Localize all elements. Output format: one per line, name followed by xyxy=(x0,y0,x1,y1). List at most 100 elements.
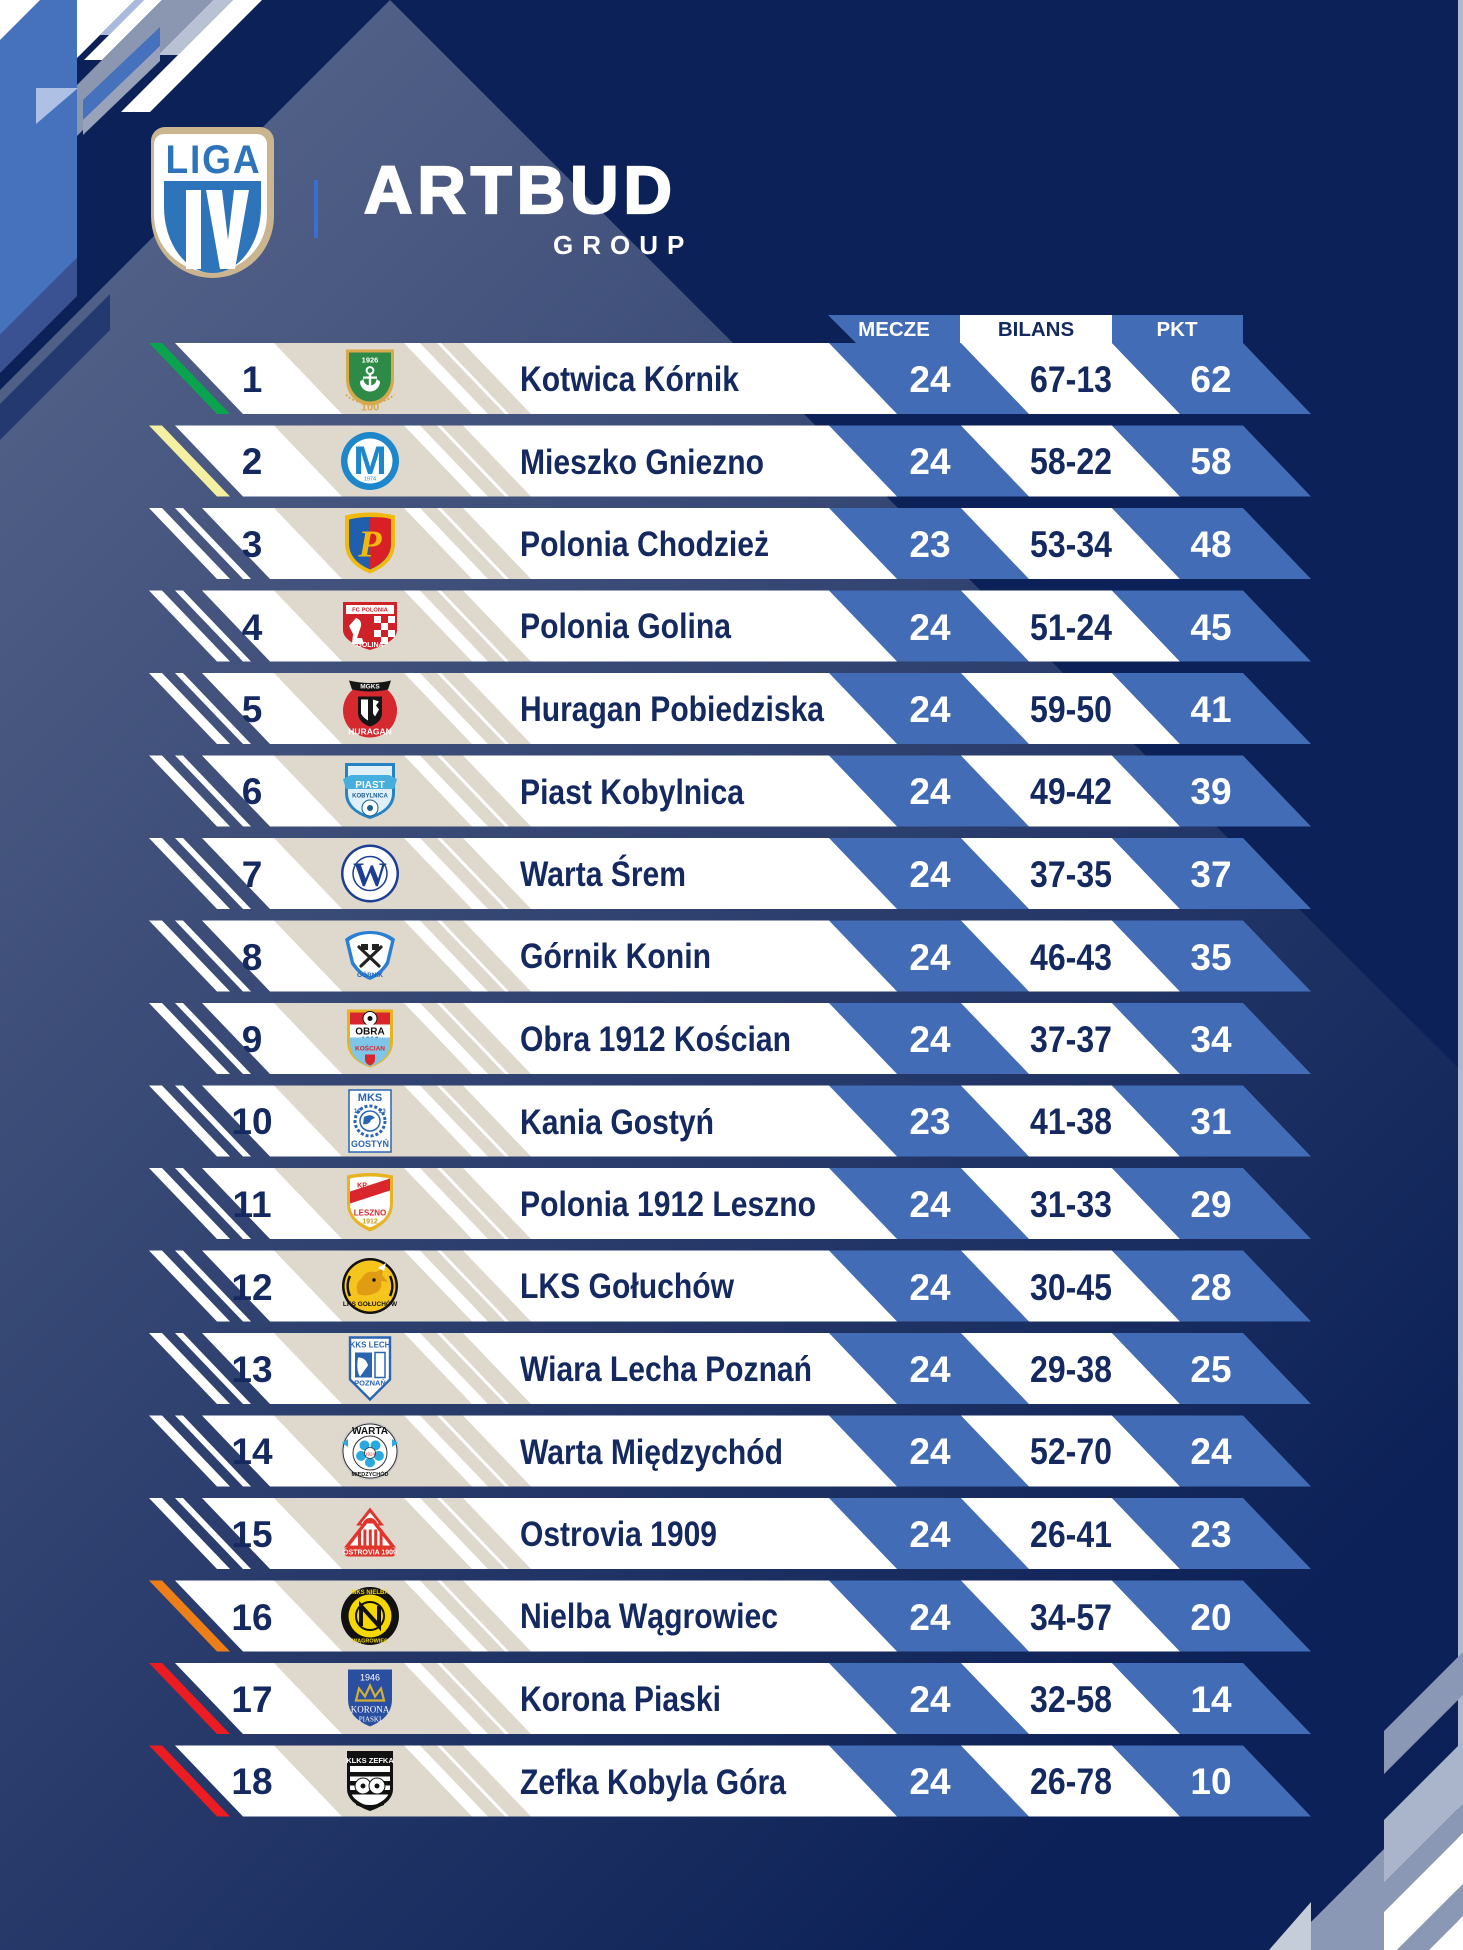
svg-text:WĄGROWIEC: WĄGROWIEC xyxy=(352,1639,388,1645)
svg-text:24: 24 xyxy=(909,359,951,400)
svg-text:BILANS: BILANS xyxy=(998,318,1074,341)
svg-text:25: 25 xyxy=(1190,1349,1231,1390)
svg-text:30-45: 30-45 xyxy=(1030,1267,1112,1308)
svg-text:Ostrovia 1909: Ostrovia 1909 xyxy=(520,1515,717,1554)
svg-text:23: 23 xyxy=(1190,1514,1231,1555)
svg-text:P: P xyxy=(357,524,382,566)
svg-text:PIAST: PIAST xyxy=(355,780,384,791)
svg-text:51-24: 51-24 xyxy=(1030,607,1112,648)
svg-text:35: 35 xyxy=(1190,937,1231,978)
svg-text:24: 24 xyxy=(909,607,951,648)
svg-text:Huragan Pobiedziska: Huragan Pobiedziska xyxy=(520,690,824,729)
svg-text:10: 10 xyxy=(1190,1761,1231,1802)
svg-text:52-70: 52-70 xyxy=(1030,1431,1112,1472)
svg-text:KORONA: KORONA xyxy=(351,1705,390,1715)
svg-text:41: 41 xyxy=(1190,689,1231,730)
svg-text:Nielba Wągrowiec: Nielba Wągrowiec xyxy=(520,1597,778,1636)
svg-text:3: 3 xyxy=(242,524,263,565)
svg-text:10: 10 xyxy=(231,1101,272,1142)
svg-text:1974: 1974 xyxy=(364,477,376,483)
svg-text:53-34: 53-34 xyxy=(1030,524,1112,565)
svg-text:1924: 1924 xyxy=(365,1452,376,1457)
svg-text:24: 24 xyxy=(909,771,951,812)
svg-text:24: 24 xyxy=(909,1019,951,1060)
svg-text:Obra 1912 Kościan: Obra 1912 Kościan xyxy=(520,1020,791,1059)
svg-text:OSTROVIA 1909: OSTROVIA 1909 xyxy=(343,1550,397,1557)
svg-text:59-50: 59-50 xyxy=(1030,689,1112,730)
svg-text:9: 9 xyxy=(242,1019,263,1060)
svg-text:17: 17 xyxy=(231,1679,272,1720)
svg-text:KOBYLNICA: KOBYLNICA xyxy=(352,794,388,800)
svg-text:Korona Piaski: Korona Piaski xyxy=(520,1680,721,1719)
svg-text:Warta Międzychód: Warta Międzychód xyxy=(520,1433,783,1472)
svg-text:KOŚCIAN: KOŚCIAN xyxy=(355,1044,385,1053)
svg-text:29-38: 29-38 xyxy=(1030,1349,1112,1390)
svg-text:29: 29 xyxy=(1190,1184,1231,1225)
svg-text:24: 24 xyxy=(909,1597,951,1638)
svg-text:26-78: 26-78 xyxy=(1030,1761,1112,1802)
svg-text:OBRA: OBRA xyxy=(355,1027,384,1038)
svg-text:Warta Śrem: Warta Śrem xyxy=(520,854,686,894)
svg-text:14: 14 xyxy=(231,1431,273,1472)
svg-text:24: 24 xyxy=(909,1761,951,1802)
svg-text:11: 11 xyxy=(232,1184,271,1225)
svg-text:8: 8 xyxy=(242,937,263,978)
svg-text:Polonia 1912 Leszno: Polonia 1912 Leszno xyxy=(520,1185,816,1224)
svg-text:67-13: 67-13 xyxy=(1030,359,1112,400)
svg-text:Zefka Kobyla Góra: Zefka Kobyla Góra xyxy=(520,1763,786,1802)
svg-text:Mieszko Gniezno: Mieszko Gniezno xyxy=(520,443,764,482)
svg-text:37-37: 37-37 xyxy=(1030,1019,1112,1060)
svg-text:24: 24 xyxy=(909,1349,951,1390)
svg-text:24: 24 xyxy=(909,1267,951,1308)
svg-text:24: 24 xyxy=(909,1431,951,1472)
svg-text:Piast Kobylnica: Piast Kobylnica xyxy=(520,773,744,812)
svg-text:LKS Gołuchów: LKS Gołuchów xyxy=(520,1267,735,1306)
svg-text:26-41: 26-41 xyxy=(1030,1514,1112,1555)
svg-text:Górnik Konin: Górnik Konin xyxy=(520,937,711,976)
svg-text:M: M xyxy=(353,439,386,483)
svg-text:23: 23 xyxy=(909,1101,950,1142)
svg-text:PKT: PKT xyxy=(1157,318,1198,341)
svg-text:Polonia Golina: Polonia Golina xyxy=(520,607,731,646)
svg-text:Polonia Chodzież: Polonia Chodzież xyxy=(520,525,769,564)
svg-text:34-57: 34-57 xyxy=(1030,1597,1112,1638)
svg-text:1926: 1926 xyxy=(362,356,379,365)
svg-text:POZNAŃ: POZNAŃ xyxy=(354,1379,386,1388)
svg-text:12: 12 xyxy=(231,1267,272,1308)
svg-text:48: 48 xyxy=(1190,524,1231,565)
svg-text:LIGA: LIGA xyxy=(166,138,262,182)
svg-text:KLKS ZEFKA: KLKS ZEFKA xyxy=(346,1756,394,1765)
svg-text:ARTBUD: ARTBUD xyxy=(364,153,677,228)
svg-text:MECZE: MECZE xyxy=(858,318,930,341)
svg-text:37-35: 37-35 xyxy=(1030,854,1112,895)
svg-text:Wiara Lecha Poznań: Wiara Lecha Poznań xyxy=(520,1350,812,1389)
svg-text:2: 2 xyxy=(242,441,263,482)
svg-text:GOSTYŃ: GOSTYŃ xyxy=(351,1139,389,1149)
svg-text:24: 24 xyxy=(909,1679,951,1720)
svg-text:Kotwica Kórnik: Kotwica Kórnik xyxy=(520,360,739,399)
svg-text:KKS LECH: KKS LECH xyxy=(350,1341,391,1350)
svg-text:1: 1 xyxy=(242,359,263,400)
svg-text:24: 24 xyxy=(909,1184,951,1225)
svg-text:23: 23 xyxy=(909,524,950,565)
svg-text:46-43: 46-43 xyxy=(1030,937,1112,978)
svg-text:19: 19 xyxy=(354,1109,361,1115)
svg-text:14: 14 xyxy=(1190,1679,1232,1720)
svg-text:7: 7 xyxy=(242,854,263,895)
svg-text:KP: KP xyxy=(357,1183,367,1190)
svg-text:1946: 1946 xyxy=(360,1673,380,1683)
svg-text:4: 4 xyxy=(242,607,263,648)
svg-text:16: 16 xyxy=(231,1597,272,1638)
svg-text:28: 28 xyxy=(1190,1267,1231,1308)
svg-text:45: 45 xyxy=(1190,607,1231,648)
svg-text:31-33: 31-33 xyxy=(1030,1184,1112,1225)
svg-text:LESZNO: LESZNO xyxy=(354,1209,386,1218)
svg-text:GOLINA: GOLINA xyxy=(356,642,383,649)
svg-text:W: W xyxy=(353,857,387,894)
svg-text:24: 24 xyxy=(1190,1431,1232,1472)
svg-text:20: 20 xyxy=(1190,1597,1231,1638)
svg-text:62: 62 xyxy=(1190,359,1231,400)
svg-text:58: 58 xyxy=(1190,441,1231,482)
svg-text:1912: 1912 xyxy=(362,1219,378,1226)
svg-text:39: 39 xyxy=(1190,771,1231,812)
